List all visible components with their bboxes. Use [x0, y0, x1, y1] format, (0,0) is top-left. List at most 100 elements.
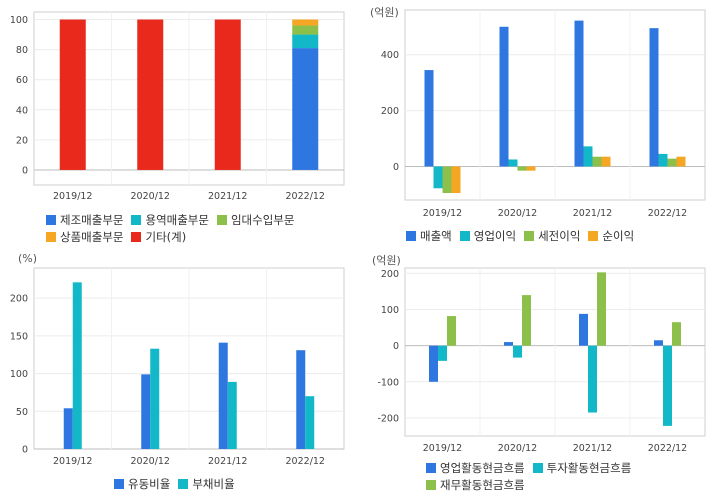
- bar: [227, 381, 237, 449]
- bar: [588, 345, 597, 413]
- bar: [438, 345, 447, 361]
- bar: [676, 156, 686, 167]
- x-tick-label: 2020/12: [498, 443, 537, 454]
- legend-label: 제조매출부문: [60, 213, 124, 227]
- bar: [649, 28, 659, 167]
- bar: [72, 282, 82, 449]
- legend-label: 기타(계): [145, 230, 187, 244]
- legend-item: 임대수입부문: [216, 212, 295, 228]
- chart-panel-cashflow: (억원) -200 -100 0 100 200 2019/12 2020/12 2021/1…: [360, 250, 720, 496]
- legend-item: 영업이익: [459, 228, 517, 244]
- x-tick-label: 2019/12: [423, 208, 462, 219]
- y-tick-label: 0: [22, 165, 28, 176]
- bar: [137, 19, 164, 170]
- y-tick-label: 0: [393, 162, 399, 173]
- y-tick-label: 20: [16, 135, 28, 146]
- y-tick-label: 200: [381, 269, 399, 280]
- legend-item: 매출액: [406, 228, 452, 244]
- bar: [451, 166, 461, 194]
- legend-label: 영업이익: [473, 229, 517, 243]
- bar: [499, 26, 509, 167]
- legend-label: 투자활동현금흐름: [546, 461, 632, 475]
- bar: [597, 272, 606, 346]
- legend-swatch: [532, 463, 543, 473]
- legend-swatch: [46, 232, 56, 242]
- bar: [526, 166, 536, 171]
- legend-label: 순이익: [602, 229, 635, 243]
- legend-item: 제조매출부문: [46, 212, 123, 228]
- bar: [513, 345, 522, 358]
- legend-swatch: [114, 479, 124, 489]
- bar: [442, 166, 452, 194]
- bar: [504, 342, 513, 346]
- income-chart: 0 200 400 2019/12 2020/12 2021/12 2022/12: [381, 9, 706, 219]
- bar: [517, 166, 527, 171]
- legend-label: 매출액: [420, 229, 452, 243]
- x-tick-label: 2021/12: [208, 456, 247, 467]
- cashflow-chart: -200 -100 0 100 200 2019/12 2020/12 2021/12 2022…: [377, 267, 706, 454]
- y-tick-label: -200: [377, 413, 399, 424]
- bar: [667, 158, 677, 167]
- ratio-chart: 0 50 100 150 200 2019/12 2020/12 2021/12 2022/12: [10, 267, 345, 467]
- chart-legend: 매출액 영업이익 세전이익 순이익: [406, 228, 716, 245]
- bar: [579, 313, 588, 346]
- x-tick-label: 2020/12: [131, 191, 170, 202]
- bar: [63, 408, 73, 449]
- bar: [601, 156, 611, 167]
- legend-row: 유동비율 부채비율: [114, 476, 344, 493]
- legend-row: 상품매출부문 기타(계): [46, 229, 346, 246]
- x-tick-label: 2022/12: [286, 456, 325, 467]
- bar: [654, 340, 663, 346]
- bar: [292, 25, 319, 35]
- bar: [508, 159, 518, 167]
- x-tick-label: 2019/12: [53, 191, 92, 202]
- legend-swatch: [131, 232, 142, 242]
- bar: [59, 19, 86, 170]
- x-tick-label: 2021/12: [573, 443, 612, 454]
- x-tick-label: 2022/12: [286, 191, 325, 202]
- y-tick-label: 200: [10, 294, 28, 305]
- bar: [296, 350, 306, 449]
- legend-item: 유동비율: [114, 476, 170, 492]
- legend-item: 기타(계): [131, 229, 186, 245]
- bar: [447, 316, 456, 346]
- y-tick-label: -100: [377, 377, 399, 388]
- y-tick-label: 150: [10, 331, 28, 342]
- y-tick-label: 60: [16, 75, 28, 86]
- bar: [141, 374, 151, 449]
- legend-row: 제조매출부문 용역매출부문 임대수입부문: [46, 212, 346, 229]
- legend-item: 상품매출부문: [46, 229, 123, 245]
- y-unit-label: (%): [18, 252, 38, 265]
- legend-row: 매출액 영업이익 세전이익 순이익: [406, 228, 716, 245]
- bar: [663, 345, 672, 426]
- legend-swatch: [426, 480, 436, 490]
- chart-panel-sales-composition: 0 20 40 60 80 100 2019/12 2020/12 2021/12 2022/12…: [0, 0, 350, 250]
- bar: [522, 295, 531, 346]
- bar: [292, 48, 319, 170]
- legend-swatch: [46, 215, 56, 225]
- x-tick-label: 2021/12: [573, 208, 612, 219]
- legend-label: 임대수입부문: [230, 213, 295, 227]
- legend-swatch: [178, 479, 189, 489]
- legend-swatch: [216, 215, 227, 225]
- legend-swatch: [524, 231, 535, 241]
- y-tick-label: 40: [16, 105, 28, 116]
- legend-item: 영업활동현금흐름: [426, 460, 525, 476]
- chart-legend: 유동비율 부채비율: [114, 476, 344, 493]
- y-tick-label: 100: [10, 15, 28, 26]
- x-tick-label: 2020/12: [131, 456, 170, 467]
- y-tick-label: 100: [381, 305, 399, 316]
- legend-item: 세전이익: [524, 228, 580, 244]
- chart-panel-ratios: (%) 0 50 100 150 200 2019/12 2020/12 2021/12 202…: [0, 250, 350, 496]
- legend-swatch: [131, 215, 142, 225]
- y-tick-label: 200: [381, 106, 399, 117]
- y-tick-label: 0: [393, 341, 399, 352]
- chart-legend: 영업활동현금흐름 투자활동현금흐름 재무활동현금흐름: [426, 460, 716, 494]
- x-tick-label: 2020/12: [498, 208, 537, 219]
- bar: [429, 345, 438, 382]
- legend-label: 상품매출부문: [60, 230, 124, 244]
- bar: [574, 20, 584, 167]
- legend-label: 부채비율: [192, 477, 235, 491]
- bar: [292, 19, 319, 26]
- y-tick-label: 0: [22, 445, 28, 456]
